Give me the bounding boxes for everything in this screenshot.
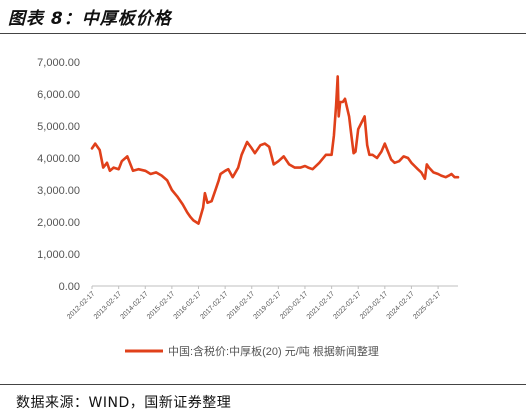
title-rule (0, 33, 526, 34)
chart-area: 0.00 1,000.00 2,000.00 3,000.00 4,000.00 5,00… (0, 40, 526, 380)
series-line (90, 75, 460, 225)
legend: 中国:含税价:中厚板(20) 元/吨 根据新闻整理 (125, 344, 379, 358)
y-tick-label: 1,000.00 (37, 249, 80, 261)
footer-rule (0, 384, 526, 385)
legend-label: 中国:含税价:中厚板(20) 元/吨 根据新闻整理 (168, 344, 379, 358)
y-tick-label: 6,000.00 (37, 89, 80, 101)
y-tick-label: 3,000.00 (37, 185, 80, 197)
y-tick-label: 5,000.00 (37, 121, 80, 133)
x-axis: 2012-02-172013-02-172014-02-172015-02-17… (66, 285, 458, 321)
source-note: 数据来源：WIND，国新证券整理 (16, 395, 232, 411)
y-tick-label: 7,000.00 (37, 57, 80, 69)
y-tick-label: 0.00 (59, 281, 80, 293)
y-tick-label: 4,000.00 (37, 153, 80, 165)
figure-header: 图表 8：中厚板价格 (0, 0, 526, 34)
plot-area (90, 75, 460, 225)
price-line-chart: 0.00 1,000.00 2,000.00 3,000.00 4,000.00 5,00… (37, 57, 460, 358)
y-tick-label: 2,000.00 (37, 217, 80, 229)
x-tick-label: 2025-02-17 (412, 290, 442, 320)
figure-title: 图表 8：中厚板价格 (8, 9, 172, 29)
y-axis: 0.00 1,000.00 2,000.00 3,000.00 4,000.00 5,00… (37, 57, 80, 293)
